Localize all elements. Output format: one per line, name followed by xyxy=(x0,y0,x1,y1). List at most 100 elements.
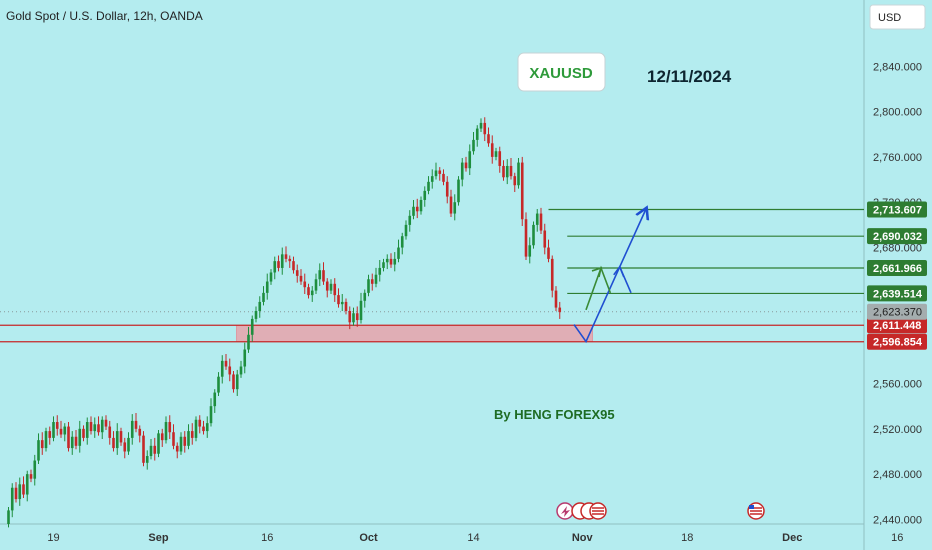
price-tag-resistance[interactable]: 2,690.032 xyxy=(867,228,927,245)
candle-body xyxy=(172,432,175,446)
candle-body xyxy=(404,224,408,237)
author-annotation: By HENG FOREX95 xyxy=(494,407,615,422)
candle-body xyxy=(164,422,168,441)
candle-body xyxy=(355,313,359,321)
candle-body xyxy=(442,173,445,182)
candle xyxy=(303,273,307,294)
candle-body xyxy=(457,179,460,203)
candle-body xyxy=(472,139,475,152)
candle-body xyxy=(385,258,389,263)
price-tag-label: 2,690.032 xyxy=(873,231,922,243)
projection-arrow-blue xyxy=(573,209,646,344)
candle-body xyxy=(7,510,10,524)
candle-body xyxy=(82,428,85,438)
candle xyxy=(258,296,262,318)
candle xyxy=(449,189,453,217)
price-tag-resistance[interactable]: 2,713.607 xyxy=(867,201,927,218)
candle xyxy=(29,469,33,483)
candles xyxy=(7,117,562,528)
candle-body xyxy=(415,206,419,212)
candle-body xyxy=(288,258,292,262)
candle-body xyxy=(134,420,138,429)
x-tick-label: 16 xyxy=(261,532,273,544)
y-tick-label: 2,560.000 xyxy=(873,379,922,391)
candle xyxy=(67,422,70,452)
candle-body xyxy=(352,313,355,323)
event-flag-icons[interactable] xyxy=(556,502,765,520)
candle-body xyxy=(190,431,194,438)
candle-body xyxy=(89,422,93,432)
x-tick-label: Nov xyxy=(572,532,594,544)
candle-body xyxy=(67,426,70,449)
candle-body xyxy=(363,292,367,301)
price-tag-resistance[interactable]: 2,661.966 xyxy=(867,259,927,276)
candle xyxy=(33,454,37,486)
y-tick-label: 2,760.000 xyxy=(873,152,922,164)
y-tick-label: 2,480.000 xyxy=(873,469,922,481)
candle-body xyxy=(520,162,524,220)
price-tag-support[interactable]: 2,596.854 xyxy=(867,333,927,350)
candle xyxy=(288,255,292,268)
candle xyxy=(505,159,509,185)
price-tag-box xyxy=(867,317,927,334)
time-axis[interactable]: 19 Sep 16 Oct 14 Nov 18 Dec 16 xyxy=(47,532,903,544)
y-tick-label: 2,840.000 xyxy=(873,61,922,73)
candle-body xyxy=(187,431,190,446)
candle-body xyxy=(325,281,329,291)
candle-body xyxy=(382,262,385,268)
candle-body xyxy=(292,261,295,271)
candle-body xyxy=(524,219,528,257)
candle-body xyxy=(254,310,258,319)
candle-body xyxy=(59,428,63,435)
candle xyxy=(119,427,123,446)
currency-button[interactable]: USD xyxy=(869,4,926,30)
candle xyxy=(127,432,130,455)
candle-body xyxy=(198,419,202,427)
current-price-tag[interactable]: 2,623.370 xyxy=(867,303,927,320)
candle xyxy=(494,147,498,161)
candle xyxy=(112,431,115,452)
candle-body xyxy=(487,134,490,144)
candle-body xyxy=(160,433,164,441)
candle-body xyxy=(344,301,348,311)
candle xyxy=(134,412,138,433)
candle xyxy=(209,398,213,427)
candle xyxy=(7,507,10,528)
candle-body xyxy=(284,254,288,259)
candle xyxy=(89,416,93,435)
candle xyxy=(187,424,190,450)
candle xyxy=(513,172,517,193)
candle-body xyxy=(303,281,307,288)
candle-body xyxy=(127,437,130,452)
candle xyxy=(434,162,438,180)
candle-body xyxy=(217,376,220,393)
candle-body xyxy=(194,419,198,438)
candle-body xyxy=(528,245,532,257)
candle xyxy=(550,255,554,298)
candle xyxy=(378,260,382,282)
candle-body xyxy=(153,445,157,454)
candle xyxy=(52,416,55,442)
candle xyxy=(130,414,134,445)
candle-body xyxy=(97,424,100,433)
candle-body xyxy=(22,484,25,495)
candle-body xyxy=(509,165,513,177)
candle xyxy=(423,186,427,207)
candle-body xyxy=(277,261,280,268)
candle xyxy=(382,258,385,272)
candle xyxy=(479,118,483,132)
candle-body xyxy=(333,283,337,296)
candle-body xyxy=(157,433,160,454)
candle-body xyxy=(18,484,22,500)
x-tick-label: 16 xyxy=(891,532,903,544)
candle-body xyxy=(213,392,217,407)
candle-body xyxy=(209,406,213,424)
price-tag-label: 2,596.854 xyxy=(873,337,923,349)
price-tag-resistance[interactable]: 2,639.514 xyxy=(867,285,927,302)
candle xyxy=(100,416,104,440)
candle xyxy=(160,428,164,447)
price-tag-support[interactable]: 2,611.448 xyxy=(867,317,927,334)
candle-body xyxy=(389,258,393,265)
candle xyxy=(153,437,157,461)
